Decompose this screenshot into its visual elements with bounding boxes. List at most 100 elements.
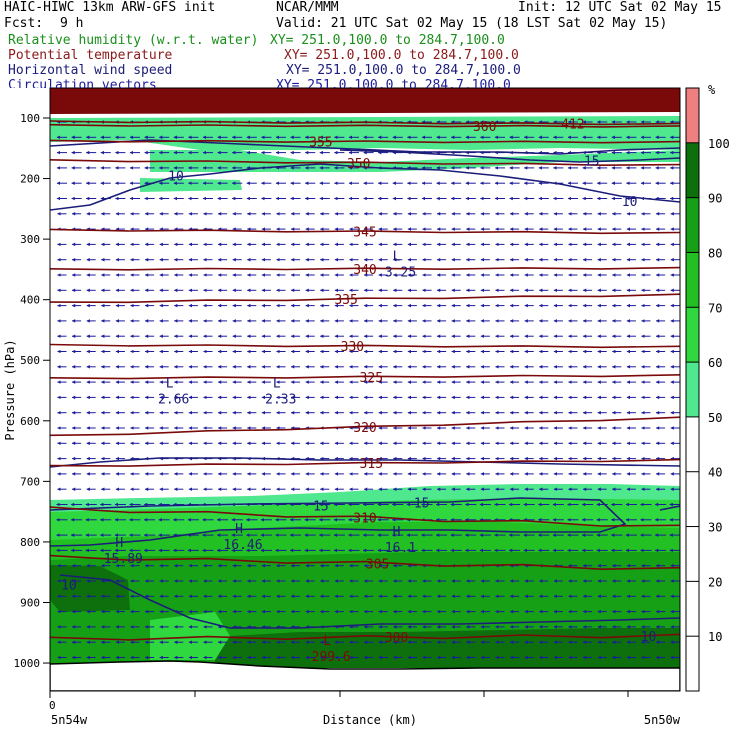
colorbar-tick-label: 70 (708, 301, 722, 315)
colorbar-tick-label: 10 (708, 630, 722, 644)
colorbar: 10 20 30 40 50 60 70 80 90 100 (685, 87, 730, 692)
theta-label: 350 (347, 157, 370, 172)
theta-contour-360 (50, 123, 680, 128)
wind-speed-label: 15 (313, 500, 329, 515)
theta-contour-335 (50, 293, 680, 304)
extremum-value: 16.46 (223, 538, 262, 553)
colorbar-bin (686, 142, 699, 198)
plot-frame (49, 87, 681, 692)
wspd-contour-right (659, 505, 680, 511)
field-wspd-xy: XY= 251.0,100.0 to 284.7,100.0 (286, 63, 521, 78)
extremum-kind: H (393, 525, 401, 540)
theta-label: 305 (366, 557, 389, 572)
theta-contour-330 (50, 343, 680, 349)
valid-time: Valid: 21 UTC Sat 02 May 15 (18 LST Sat … (276, 16, 668, 31)
colorbar-bin (686, 88, 699, 143)
x-axis: 0 5n54w Distance (km) 5n50w (49, 691, 681, 727)
extremum-value: 2.66 (158, 393, 189, 408)
x-zero-label: 0 (49, 699, 56, 712)
model-title: HAIC-HIWC 13km ARW-GFS init (4, 0, 216, 15)
y-axis-title: Pressure (hPa) (3, 339, 17, 440)
theta-label: 355 (309, 136, 332, 151)
wspd-contour-low-3 (59, 574, 680, 629)
wspd-contour-low-1 (50, 457, 680, 468)
theta-label: 335 (334, 293, 357, 308)
extremum-kind: H (115, 536, 123, 551)
field-rh-xy: XY= 251.0,100.0 to 284.7,100.0 (270, 33, 505, 48)
wind-speed-label: 10 (641, 630, 657, 645)
extremum-value: 16.1 (385, 541, 416, 556)
x-left-label: 5n54w (51, 713, 88, 727)
theta-contour-320 (50, 416, 680, 437)
theta-contour-412 (50, 120, 680, 126)
theta-label: 412 (561, 118, 584, 133)
y-tick-label: 100 (20, 112, 40, 125)
field-vectors-name: Circulation vectors (8, 79, 157, 88)
wspd-contour-upper-3 (339, 149, 680, 163)
terrain (50, 660, 680, 691)
x-axis-title: Distance (km) (323, 713, 417, 727)
rh-band-upper-tongue (140, 178, 242, 192)
potential-temperature-labels: 300 305 310 315 320 325 330 335 340 345 350 355 360 4… (309, 118, 584, 647)
colorbar-bin (686, 197, 699, 253)
wind-speed-label: 15 (414, 497, 430, 512)
forecast-value: 9 h (60, 16, 84, 31)
colorbar-tick-label: 20 (708, 575, 722, 589)
wind-speed-label: 10 (168, 170, 184, 185)
y-tick-label: 600 (20, 415, 40, 428)
potential-temperature-contours (50, 120, 680, 641)
org-name: NCAR/MMM (276, 0, 339, 15)
theta-contour-340 (50, 266, 680, 271)
y-axis: 100 200 300 400 500 600 700 800 900 1000 (14, 112, 50, 670)
theta-label: 315 (360, 457, 383, 472)
wind-speed-labels: 10 15 10 15 15 10 10 (61, 154, 656, 644)
wind-speed-label: 15 (584, 154, 600, 169)
field-theta-name: Potential temperature (8, 48, 173, 63)
extremum-value: 2.33 (265, 393, 296, 408)
theta-contour-345 (50, 228, 680, 235)
y-tick-label: 700 (20, 475, 40, 488)
extremum-kind: L (166, 377, 174, 392)
y-tick-label: 1000 (14, 657, 41, 670)
wind-speed-label: 10 (622, 195, 638, 210)
theta-contour-305 (50, 554, 680, 571)
theta-contour-300 (50, 633, 680, 641)
y-tick-label: 400 (20, 294, 40, 307)
extremum-value: 15.89 (104, 552, 143, 567)
field-wspd-name: Horizontal wind speed (8, 63, 173, 78)
colorbar-tick-label: 90 (708, 192, 722, 206)
colorbar-tick-label: 30 (708, 521, 722, 535)
wind-speed-label: 10 (61, 578, 77, 593)
extremum-kind: L (393, 249, 401, 264)
colorbar-bin (686, 252, 699, 308)
forecast-label: Fcst: (4, 16, 44, 31)
y-tick-label: 300 (20, 233, 40, 246)
theta-contour-325 (50, 374, 680, 380)
colorbar-tick-label: 50 (708, 411, 722, 425)
rh-lower-lightpatch (150, 612, 230, 660)
extremum-value: 299.6 (312, 650, 351, 665)
theta-contour-315 (50, 458, 680, 467)
theta-contour-350 (50, 159, 680, 167)
y-tick-label: 500 (20, 354, 40, 367)
init-time: Init: 12 UTC Sat 02 May 15 (518, 0, 722, 15)
y-tick-label: 200 (20, 173, 40, 186)
colorbar-tick-label: 80 (708, 246, 722, 260)
theta-label: 360 (473, 120, 496, 135)
theta-label: 320 (353, 421, 376, 436)
rh-lower-dark-bottom (215, 628, 680, 668)
x-right-label: 5n50w (644, 713, 681, 727)
colorbar-bin (686, 307, 699, 363)
extremum-kind: H (235, 522, 243, 537)
extremum-kind: L (273, 377, 281, 392)
theta-label: 300 (385, 631, 408, 646)
field-rh-name: Relative humidity (w.r.t. water) (8, 33, 259, 48)
theta-label: 340 (353, 263, 376, 278)
theta-contour-355 (50, 139, 680, 144)
field-theta-xy: XY= 251.0,100.0 to 284.7,100.0 (284, 48, 519, 63)
theta-contour-310 (50, 506, 680, 527)
theta-label: 330 (341, 340, 364, 355)
extremum-kind: L (323, 634, 331, 649)
